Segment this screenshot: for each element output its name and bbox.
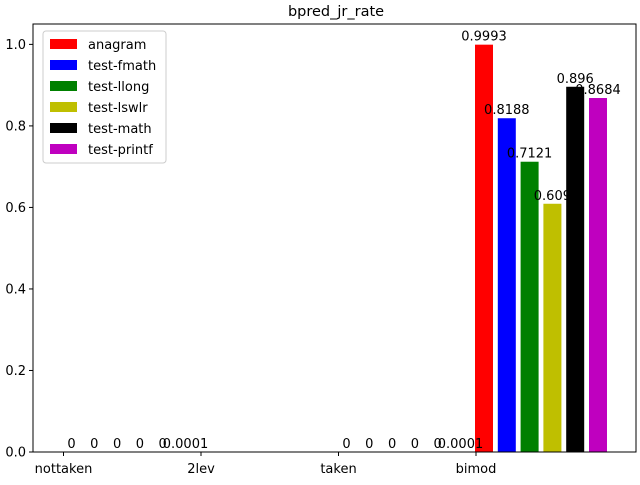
data-label: 0.609 — [534, 189, 571, 204]
y-tick-label: 1.0 — [5, 38, 26, 53]
bars-layer — [475, 44, 607, 453]
data-label: 0.0001 — [438, 437, 484, 452]
bar-test-llong-bimod — [520, 161, 539, 453]
legend-label: anagram — [88, 38, 146, 53]
y-tick-label: 0.0 — [5, 446, 26, 461]
legend-label: test-llong — [88, 80, 149, 95]
y-tick-label: 0.8 — [5, 119, 26, 134]
data-label: 0 — [365, 437, 373, 452]
data-label: 0.8188 — [484, 103, 530, 118]
legend-label: test-fmath — [88, 59, 156, 74]
y-tick-label: 0.4 — [5, 282, 26, 297]
bar-test-lswlr-bimod — [543, 203, 562, 452]
axes-layer: 0.0 0.2 0.4 0.6 0.8 1.0 nottaken 2lev taken bimod — [5, 23, 637, 477]
bar-test-math-bimod — [566, 86, 585, 453]
bar-test-fmath-bimod — [497, 118, 516, 453]
data-label: 0 — [113, 437, 121, 452]
legend-label: test-printf — [88, 143, 153, 158]
data-label: 0 — [67, 437, 75, 452]
y-tick-label: 0.2 — [5, 364, 26, 379]
legend-swatch — [50, 144, 77, 154]
data-label: 0.896 — [557, 72, 594, 87]
legend-label: test-math — [88, 122, 152, 137]
x-tick-label: 2lev — [187, 462, 215, 477]
data-label: 0 — [90, 437, 98, 452]
y-tick-label: 0.6 — [5, 201, 26, 216]
x-tick-label: taken — [320, 462, 356, 477]
legend: anagram test-fmath test-llong test-lswlr tes… — [42, 30, 167, 164]
bar-test-printf-bimod — [589, 98, 607, 453]
data-label: 0 — [434, 437, 442, 452]
data-label: 0.9993 — [461, 30, 507, 45]
data-label: 0 — [388, 437, 396, 452]
x-tick-label: bimod — [456, 462, 497, 477]
data-label: 0.7121 — [507, 147, 553, 162]
data-label: 0.0001 — [163, 437, 209, 452]
legend-swatch — [50, 123, 77, 133]
legend-swatch — [50, 60, 77, 70]
legend-label: test-lswlr — [88, 101, 148, 116]
legend-swatch — [50, 102, 77, 112]
data-label: 0 — [411, 437, 419, 452]
bar-anagram-bimod — [475, 44, 493, 453]
data-label: 0 — [342, 437, 350, 452]
plot-frame — [32, 23, 637, 453]
data-label: 0 — [159, 437, 167, 452]
data-label: 0.8684 — [575, 83, 621, 98]
legend-swatch — [50, 39, 77, 49]
x-tick-label: nottaken — [35, 462, 93, 477]
chart-title: bpred_jr_rate — [288, 4, 384, 20]
legend-swatch — [50, 81, 77, 91]
data-label: 0 — [136, 437, 144, 452]
